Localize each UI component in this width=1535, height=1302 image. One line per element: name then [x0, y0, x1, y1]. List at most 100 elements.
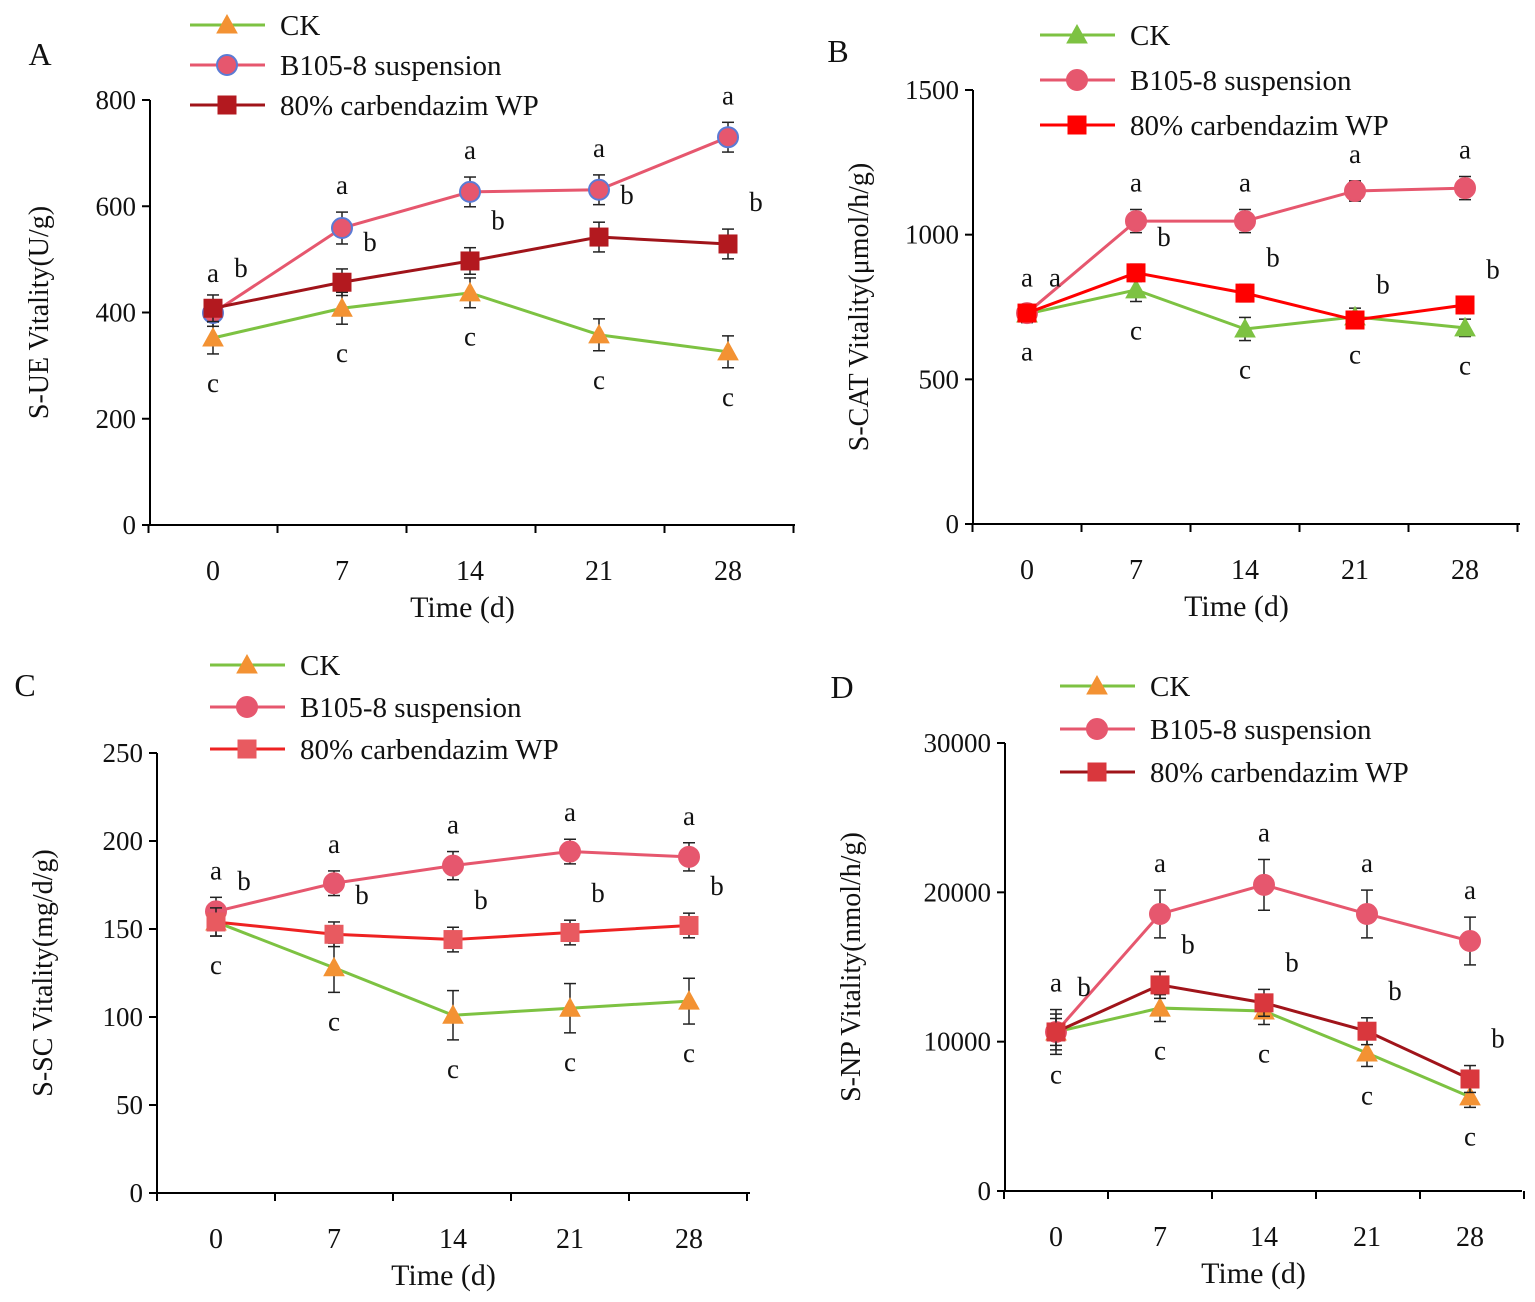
y-tick-label: 400 [96, 298, 137, 328]
x-tick-label: 21 [1353, 1222, 1381, 1253]
significance-letter: b [474, 885, 488, 915]
significance-letter: c [447, 1054, 459, 1084]
series-b105-8-suspension: a a a a a [205, 797, 700, 927]
data-point [678, 990, 700, 1010]
data-point [560, 923, 580, 943]
x-tick-label: 28 [675, 1224, 703, 1255]
data-point [1454, 177, 1476, 200]
significance-letter: a [1154, 848, 1166, 878]
y-axis-title: S-NP Vitality(nmol/h/g) [836, 832, 867, 1102]
significance-letter: a [722, 80, 734, 110]
significance-letter: a [1021, 262, 1033, 292]
legend-entry: 80% carbendazim WP [210, 734, 559, 766]
significance-letter: b [234, 253, 248, 283]
series-ck: c c c c c [1045, 993, 1481, 1151]
x-axis-title: Time (d) [391, 1259, 496, 1292]
data-point [331, 217, 353, 240]
y-tick-label: 600 [96, 191, 137, 221]
data-point [717, 340, 739, 361]
significance-letter: c [464, 322, 476, 352]
significance-letter: b [1388, 976, 1402, 1006]
data-point [460, 251, 480, 271]
significance-letter: c [207, 368, 219, 398]
panel-label: D [830, 669, 853, 705]
x-tick-label: 14 [456, 556, 484, 587]
significance-letter: b [1486, 254, 1500, 284]
legend-label: 80% carbendazim WP [1130, 110, 1389, 142]
legend-marker [216, 13, 238, 34]
significance-letter: b [1157, 222, 1171, 252]
panel-a: 0 200 400 600 800 0 7 14 21 28 Time (d) S-UE Vitali… [24, 10, 795, 624]
y-tick-label: 1500 [905, 75, 959, 105]
data-point [203, 298, 223, 318]
x-tick-label: 0 [209, 1224, 223, 1255]
y-axis-title: S-CAT Vitality(μmol/h/g) [844, 163, 875, 451]
data-point [1356, 1041, 1378, 1062]
data-point [718, 234, 738, 254]
y-axis-title: S-UE Vitality(U/g) [24, 206, 55, 419]
significance-letter: c [722, 382, 734, 412]
y-tick-label: 500 [919, 364, 960, 394]
significance-letter: a [336, 170, 348, 200]
legend-entry: B105-8 suspension [210, 692, 522, 724]
data-point [1345, 310, 1365, 330]
y-tick-label: 50 [116, 1090, 143, 1120]
data-point [1126, 263, 1146, 283]
significance-letter: b [1376, 269, 1390, 299]
legend-label: B105-8 suspension [1130, 65, 1352, 97]
data-point [331, 297, 353, 317]
significance-letter: b [1491, 1024, 1505, 1054]
data-point [442, 854, 464, 877]
data-point [1125, 210, 1147, 233]
x-tick-label: 0 [206, 556, 220, 587]
significance-letter: c [1464, 1121, 1476, 1151]
x-tick-label: 28 [1456, 1222, 1484, 1253]
data-point [1454, 316, 1476, 337]
legend-marker [236, 653, 258, 674]
significance-letter: a [593, 133, 605, 163]
x-tick-label: 14 [1231, 555, 1259, 586]
legend-label: B105-8 suspension [1150, 714, 1372, 746]
legend-marker [1087, 762, 1107, 782]
data-point [332, 272, 352, 292]
significance-letter: b [591, 878, 605, 908]
y-tick-label: 150 [103, 914, 144, 944]
legend-label: CK [1130, 20, 1170, 52]
data-point [559, 840, 581, 863]
data-point [323, 956, 345, 977]
y-tick-label: 200 [103, 826, 144, 856]
significance-letter: a [1459, 135, 1471, 165]
data-point [459, 281, 481, 302]
significance-letter: c [683, 1038, 695, 1068]
data-point [202, 326, 224, 347]
significance-letter: a [210, 855, 222, 885]
significance-letter: a [207, 258, 219, 288]
legend-marker [236, 696, 258, 718]
significance-letter: a [1130, 167, 1142, 197]
data-point [678, 845, 700, 868]
significance-letter: b [1181, 929, 1195, 959]
legend-entry: CK [1060, 671, 1190, 703]
y-tick-label: 100 [103, 1002, 144, 1032]
y-tick-label: 0 [978, 1176, 992, 1206]
significance-letter: c [1258, 1038, 1270, 1068]
significance-letter: a [564, 797, 576, 827]
data-point [206, 912, 226, 932]
legend-entry: CK [190, 10, 320, 42]
x-tick-label: 21 [1341, 555, 1369, 586]
significance-letter: c [1130, 316, 1142, 346]
significance-letter: c [328, 1006, 340, 1036]
legend-label: CK [300, 650, 340, 682]
legend-marker [1066, 23, 1088, 44]
panel-b: 0 500 1000 1500 0 7 14 21 28 Time (d) S-CAT Vitali… [827, 20, 1520, 623]
significance-letter: b [620, 180, 634, 210]
significance-letter: c [1050, 1059, 1062, 1089]
significance-letter: c [1349, 340, 1361, 370]
significance-letter: b [1266, 242, 1280, 272]
significance-letter: a [1361, 848, 1373, 878]
legend-entry: B105-8 suspension [1060, 714, 1372, 746]
